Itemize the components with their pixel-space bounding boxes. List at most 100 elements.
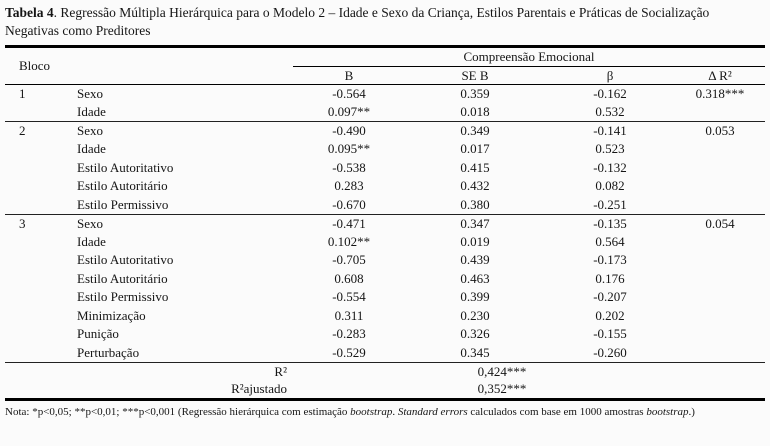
cell-delta-r2	[675, 196, 765, 215]
table-row: 2 Sexo -0.490 0.349 -0.141 0.053	[5, 121, 765, 141]
column-header-group: Compreensão Emocional	[293, 46, 765, 68]
cell-delta-r2	[675, 270, 765, 289]
cell-bloco	[5, 196, 63, 215]
summary-empty-cell	[675, 361, 765, 381]
cell-b: -0.554	[332, 289, 366, 305]
table-row: Estilo Autoritário 0.283 0.432 0.082	[5, 177, 765, 196]
table-row: Idade 0.095** 0.017 0.523	[5, 140, 765, 159]
table-caption-label: Tabela 4	[5, 5, 54, 20]
table-caption-text: . Regressão Múltipla Hierárquica para o …	[5, 5, 710, 38]
cell-b: -0.529	[332, 344, 366, 360]
cell-delta-r2: 0.054	[675, 213, 765, 233]
cell-se-b: 0.463	[460, 270, 490, 286]
cell-se-b: 0.432	[460, 178, 490, 194]
cell-se-b: 0.349	[405, 121, 545, 141]
cell-predictor: Punição	[77, 326, 119, 342]
cell-beta: -0.207	[593, 289, 627, 305]
cell-delta-r2: 0.318***	[695, 86, 745, 102]
note-segment: Nota: *p<0,05; **p<0,01; ***p<0,001 (Reg…	[5, 405, 351, 418]
table-header: Bloco Compreensão Emocional B SE B β Δ R…	[5, 46, 765, 86]
cell-beta: 0.523	[595, 141, 625, 157]
cell-predictor: Sexo	[63, 121, 293, 141]
table-row: Estilo Permissivo -0.670 0.380 -0.251	[5, 196, 765, 215]
cell-b: -0.564	[332, 86, 366, 102]
cell-b: 0.097**	[327, 104, 371, 120]
cell-se-b: 0.017	[460, 141, 490, 157]
cell-predictor: Perturbação	[77, 344, 140, 360]
table-caption: Tabela 4. Regressão Múltipla Hierárquica…	[5, 4, 765, 39]
cell-b: 0.283	[334, 178, 364, 194]
cell-b: 0.102**	[327, 233, 371, 249]
cell-predictor: Idade	[77, 104, 106, 120]
group-header-row: Bloco Compreensão Emocional	[5, 46, 765, 86]
summary-value: 0,352***	[477, 381, 527, 397]
cell-bloco: 2	[5, 121, 63, 141]
cell-b: 0.095**	[327, 141, 371, 157]
table-row: Estilo Autoritativo -0.705 0.439 -0.173	[5, 251, 765, 270]
cell-bloco: 1	[19, 86, 26, 102]
cell-beta: -0.260	[593, 344, 627, 360]
cell-delta-r2	[675, 307, 765, 326]
cell-delta-r2	[675, 233, 765, 252]
cell-se-b: 0.439	[460, 252, 490, 268]
table-row: Estilo Permissivo -0.554 0.399 -0.207	[5, 288, 765, 307]
cell-se-b: 0.380	[460, 196, 490, 212]
note-italic-segment: Standard errors	[397, 405, 468, 418]
summary-row: R² 0,424***	[5, 361, 765, 381]
cell-bloco	[5, 177, 63, 196]
cell-beta: -0.162	[593, 86, 627, 102]
column-header-se-b: SE B	[405, 66, 545, 86]
cell-bloco	[5, 251, 63, 270]
table-row: Estilo Autoritário 0.608 0.463 0.176	[5, 270, 765, 289]
cell-delta-r2	[675, 251, 765, 270]
table-row: Idade 0.097** 0.018 0.532	[5, 103, 765, 122]
cell-predictor: Estilo Autoritário	[77, 178, 168, 194]
cell-beta: 0.532	[595, 104, 625, 120]
cell-delta-r2	[675, 159, 765, 178]
cell-delta-r2	[675, 344, 765, 363]
cell-bloco	[5, 307, 63, 326]
cell-se-b: 0.347	[405, 213, 545, 233]
cell-delta-r2: 0.053	[675, 121, 765, 141]
summary-empty-cell	[675, 381, 765, 400]
cell-beta: -0.155	[593, 326, 627, 342]
cell-beta: 0.202	[595, 307, 625, 323]
cell-beta: -0.141	[545, 121, 675, 141]
cell-predictor: Estilo Autoritativo	[77, 252, 174, 268]
cell-predictor: Sexo	[63, 213, 293, 233]
cell-delta-r2	[675, 288, 765, 307]
cell-b: -0.471	[293, 213, 405, 233]
cell-se-b: 0.415	[460, 159, 490, 175]
cell-beta: -0.135	[545, 213, 675, 233]
cell-bloco	[5, 159, 63, 178]
cell-bloco	[5, 325, 63, 344]
page: Tabela 4. Regressão Múltipla Hierárquica…	[5, 4, 765, 418]
table-row: Estilo Autoritativo -0.538 0.415 -0.132	[5, 159, 765, 178]
cell-delta-r2	[675, 140, 765, 159]
cell-b: 0.608	[334, 270, 364, 286]
column-header-bloco: Bloco	[5, 46, 293, 86]
cell-predictor: Minimização	[77, 307, 146, 323]
cell-delta-r2	[675, 325, 765, 344]
cell-se-b: 0.326	[460, 326, 490, 342]
table-row: Perturbação -0.529 0.345 -0.260	[5, 344, 765, 363]
cell-se-b: 0.019	[460, 233, 490, 249]
cell-predictor: Estilo Autoritário	[77, 270, 168, 286]
cell-beta: 0.082	[595, 178, 625, 194]
note-segment: calculados com base em 1000 amostras	[467, 405, 647, 418]
cell-beta: 0.564	[595, 233, 625, 249]
regression-table: Bloco Compreensão Emocional B SE B β Δ R…	[5, 45, 765, 401]
cell-predictor: Idade	[77, 233, 106, 249]
cell-b: -0.705	[332, 252, 366, 268]
cell-delta-r2	[675, 103, 765, 122]
cell-bloco	[5, 103, 63, 122]
summary-label: R²ajustado	[231, 381, 287, 397]
column-header-b: B	[293, 66, 405, 86]
cell-b: 0.311	[334, 307, 364, 323]
cell-predictor: Idade	[77, 141, 106, 157]
note-italic-segment: bootstrap	[646, 405, 689, 418]
table-row: 1 Sexo -0.564 0.359 -0.162 0.318***	[5, 85, 765, 104]
table-body: 1 Sexo -0.564 0.359 -0.162 0.318*** Idade 0.097…	[5, 85, 765, 400]
table-row: Minimização 0.311 0.230 0.202	[5, 307, 765, 326]
summary-label: R²	[5, 361, 293, 381]
